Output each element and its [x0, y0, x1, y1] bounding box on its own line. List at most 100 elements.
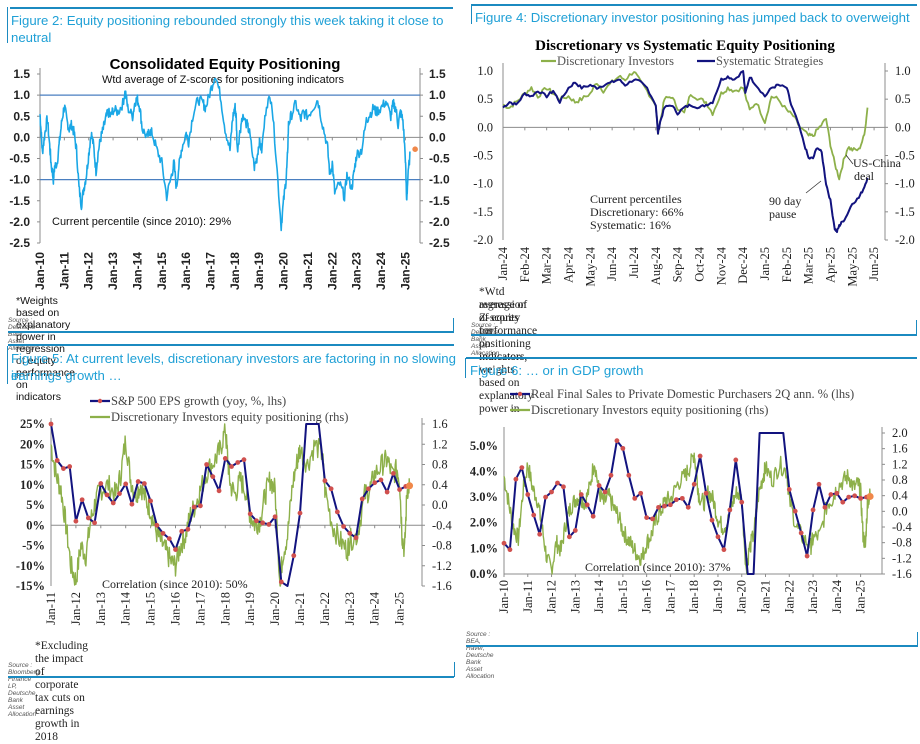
figure-6-caption: Figure 6: … or in GDP growth — [470, 363, 644, 378]
fig5-ytick-right: -0.8 — [432, 539, 452, 553]
fig4-ytick-left: -1.5 — [473, 205, 493, 219]
fig4-ytick-right: -0.5 — [895, 149, 915, 163]
fig6-growth-marker — [572, 528, 578, 533]
fig5-last-point-marker — [406, 482, 414, 490]
fig6-ytick-left: 2.0% — [470, 516, 498, 530]
fig4-xtick-label: Feb-24 — [518, 246, 532, 282]
fig6-growth-marker — [685, 504, 691, 510]
fig4-legend-label-discretionary: Discretionary Investors — [557, 54, 674, 68]
fig5-growth-marker — [204, 462, 210, 467]
fig4-annotation-90day-line2: pause — [769, 207, 796, 221]
fig6-xtick-label: Jan-10 — [497, 580, 511, 613]
figure-2-footnote: *Weights based on explanatory power in r… — [16, 295, 75, 403]
fig5-growth-marker — [297, 510, 303, 516]
fig4-ytick-right: 0.5 — [895, 92, 911, 106]
fig2-xtick-label: Jan-18 — [228, 252, 242, 290]
fig6-growth-marker — [531, 512, 537, 518]
fig5-growth-marker — [79, 497, 85, 503]
fig6-ytick-right: -0.4 — [892, 520, 913, 534]
fig5-legend-label-right: Discretionary Investors equity positioni… — [111, 410, 348, 424]
fig6-xtick-label: Jan-15 — [616, 580, 630, 613]
figure-4-bottom-rule — [471, 334, 917, 336]
fig6-growth-marker — [668, 502, 673, 508]
fig6-last-point-marker — [866, 492, 874, 500]
fig2-xtick-label: Jan-22 — [325, 252, 339, 290]
fig5-growth-marker — [322, 478, 328, 484]
figure-6-bottom-rule — [466, 645, 918, 647]
fig5-growth-marker — [154, 522, 160, 528]
fig5-growth-marker — [334, 509, 340, 515]
fig5-growth-marker — [197, 503, 203, 509]
fig5-xtick-label: Jan-14 — [119, 591, 133, 625]
fig5-ytick-right: 1.2 — [432, 437, 448, 451]
fig6-growth-marker — [697, 453, 703, 459]
fig6-xtick-label: Jan-18 — [687, 580, 701, 613]
fig5-growth-marker — [378, 477, 384, 483]
fig5-xtick-label: Jan-11 — [44, 592, 58, 625]
fig5-ytick-right: 0.4 — [432, 478, 448, 492]
fig5-xtick-label: Jan-22 — [318, 592, 332, 625]
figure-2-caption-bar — [7, 7, 8, 43]
fig4-xtick-label: Oct-24 — [692, 246, 706, 281]
fig5-growth-marker — [347, 530, 353, 536]
fig6-growth-marker — [602, 489, 608, 495]
fig6-growth-marker — [596, 483, 602, 488]
fig5-growth-marker — [397, 487, 402, 493]
fig5-ytick-right: 1.6 — [432, 417, 448, 431]
fig2-xtick-label: Jan-13 — [106, 252, 120, 290]
fig6-ytick-left: 5.0% — [470, 439, 498, 453]
fig5-xtick-label: Jan-21 — [293, 592, 307, 625]
fig2-ytick-left: 0.0 — [13, 130, 30, 144]
fig5-legend-label-left: S&P 500 EPS growth (yoy, %, lhs) — [111, 394, 286, 408]
fig6-growth-marker — [656, 504, 661, 510]
fig5-growth-marker — [110, 500, 116, 506]
fig6-xtick-label: Jan-24 — [830, 579, 844, 613]
fig5-ytick-left: -15% — [16, 579, 45, 593]
fig5-xtick-label: Jan-25 — [393, 592, 407, 625]
fig2-series-line — [39, 77, 411, 232]
fig2-last-point-marker — [412, 146, 418, 153]
fig5-growth-marker — [390, 471, 396, 476]
fig6-xtick-label: Jan-20 — [735, 580, 749, 613]
fig4-xtick-label: Aug-24 — [649, 246, 663, 285]
figure-2-top-rule — [10, 7, 453, 9]
fig6-xtick-label: Jan-25 — [854, 580, 868, 613]
fig2-ytick-left: -1.5 — [9, 194, 30, 208]
fig5-growth-marker — [141, 481, 147, 486]
figure-4-caption-bar — [471, 4, 472, 24]
fig6-growth-marker — [798, 530, 804, 536]
fig6-ytick-right: 0.8 — [892, 473, 908, 487]
fig6-growth-marker — [620, 445, 626, 451]
fig4-ytick-right: -1.0 — [895, 177, 915, 191]
fig6-ytick-right: 1.6 — [892, 442, 908, 456]
fig5-growth-marker — [229, 464, 234, 469]
figure-5-caption-bar — [7, 346, 8, 384]
fig6-growth-marker — [816, 481, 822, 487]
fig4-xtick-label: Dec-24 — [736, 246, 750, 284]
fig5-growth-marker — [104, 492, 110, 498]
fig4-xtick-label: Jun-25 — [867, 247, 881, 281]
fig2-ytick-right: -1.0 — [429, 173, 450, 187]
fig6-growth-marker — [561, 484, 566, 490]
fig6-xtick-label: Jan-12 — [545, 580, 559, 613]
fig6-growth-marker — [840, 499, 846, 505]
fig4-annotation-percentiles-title: Current percentiles — [590, 192, 682, 206]
fig5-growth-marker — [210, 474, 216, 480]
figure-5-corner-tick — [454, 662, 455, 677]
fig2-xtick-label: Jan-19 — [252, 252, 266, 290]
fig5-growth-marker — [85, 515, 91, 521]
figure-5-footnote: *Excluding the impact of corporate tax c… — [35, 640, 89, 743]
fig6-growth-marker — [549, 489, 554, 495]
fig5-growth-marker — [328, 486, 334, 492]
fig2-ytick-left: -2.5 — [9, 236, 30, 250]
fig4-ytick-right: 0.0 — [895, 120, 911, 134]
fig5-xtick-label: Jan-19 — [243, 592, 257, 625]
fig2-subtitle: Wtd average of Z-scores for positioning … — [102, 74, 345, 86]
fig5-growth-marker — [160, 530, 166, 536]
fig5-ytick-right: -1.2 — [432, 559, 452, 573]
fig6-xtick-label: Jan-14 — [592, 579, 606, 613]
fig5-ytick-right: -1.6 — [432, 579, 452, 593]
fig4-annotation-uschina-line1: US-China — [853, 156, 902, 170]
fig6-ytick-left: 1.0% — [470, 541, 498, 555]
